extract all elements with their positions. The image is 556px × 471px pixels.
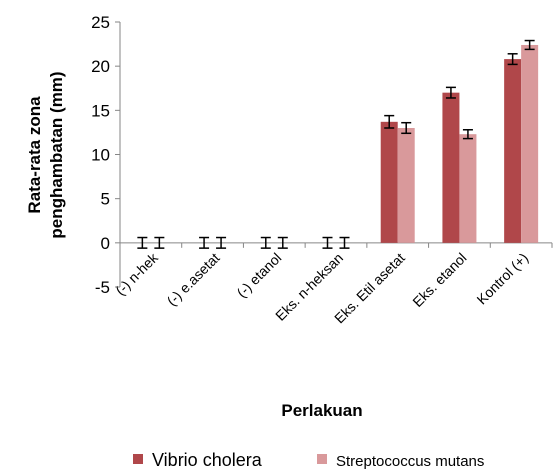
legend-label: Vibrio cholera [152, 450, 263, 470]
x-tick-label: (-) e.asetat [164, 250, 223, 309]
y-axis-title: Rata-rata zona penghambatan (mm) [25, 71, 66, 238]
x-tick-label: Kontrol (+) [473, 250, 531, 308]
x-tick-label: Eks. etanol [409, 250, 469, 310]
bar-vibrio [380, 121, 398, 243]
y-tick-label: 25 [91, 13, 110, 32]
bar-vibrio [442, 92, 460, 243]
bar-vibrio [504, 59, 522, 243]
error-bars-group [137, 39, 535, 249]
x-axis-title: Perlakuan [281, 401, 362, 420]
y-tick-label: 0 [101, 234, 110, 253]
y-tick-label: 5 [101, 190, 110, 209]
bars-group [380, 44, 539, 243]
axes [115, 21, 553, 288]
x-tick-label: (-) etanol [233, 250, 284, 301]
bar-streptococcus [397, 128, 415, 243]
legend: Vibrio cholera Streptococcus mutans [133, 450, 484, 470]
y-tick-label: 15 [91, 101, 110, 120]
y-axis-title-line: penghambatan (mm) [47, 71, 66, 238]
y-axis-title-line: Rata-rata zona [25, 96, 44, 214]
legend-swatch [317, 454, 327, 464]
legend-swatch [133, 454, 143, 464]
bar-streptococcus [459, 134, 477, 243]
y-tick-label: 20 [91, 57, 110, 76]
y-axis-title-text: Rata-rata zona penghambatan (mm) [25, 71, 66, 238]
legend-label: Streptococcus mutans [336, 453, 484, 470]
y-tick-label: 10 [91, 146, 110, 165]
bar-streptococcus [521, 44, 539, 243]
y-tick-label: -5 [95, 278, 110, 297]
